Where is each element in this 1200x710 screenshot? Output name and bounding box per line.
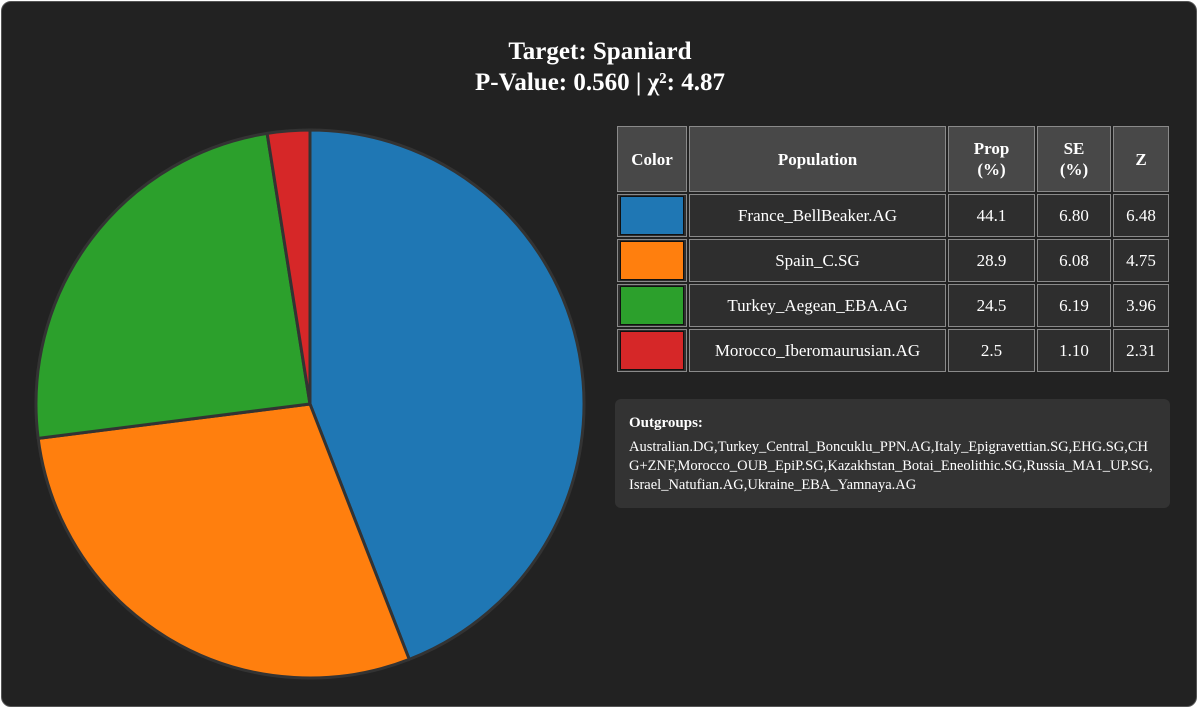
outgroups-list: Australian.DG,Turkey_Central_Boncuklu_PP… <box>629 439 1153 493</box>
header-population: Population <box>689 126 946 192</box>
header-color: Color <box>617 126 687 192</box>
table-row: Morocco_Iberomaurusian.AG 2.5 1.10 2.31 <box>617 329 1169 372</box>
population-cell: Morocco_Iberomaurusian.AG <box>689 329 946 372</box>
z-cell: 4.75 <box>1113 239 1169 282</box>
population-cell: France_BellBeaker.AG <box>689 194 946 237</box>
header-prop-line1: Prop <box>973 139 1010 158</box>
z-cell: 6.48 <box>1113 194 1169 237</box>
color-cell <box>617 284 687 327</box>
color-cell <box>617 194 687 237</box>
header-se: SE (%) <box>1037 126 1111 192</box>
prop-cell: 28.9 <box>948 239 1035 282</box>
header-se-line2: (%) <box>1059 160 1089 179</box>
table-row: Spain_C.SG 28.9 6.08 4.75 <box>617 239 1169 282</box>
z-cell: 3.96 <box>1113 284 1169 327</box>
pie-slice-france-bellbeaker-ag <box>308 128 586 661</box>
pie-slice-morocco-iberomaurusian-ag <box>265 128 312 406</box>
header-se-line1: SE <box>1063 139 1085 158</box>
pie-slice-turkey-aegean-eba-ag <box>34 131 312 440</box>
outgroups-label: Outgroups: <box>629 415 703 431</box>
color-swatch <box>620 241 684 280</box>
color-swatch <box>620 331 684 370</box>
header-z: Z <box>1113 126 1169 192</box>
se-cell: 6.80 <box>1037 194 1111 237</box>
population-cell: Turkey_Aegean_EBA.AG <box>689 284 946 327</box>
table-row: Turkey_Aegean_EBA.AG 24.5 6.19 3.96 <box>617 284 1169 327</box>
se-cell: 1.10 <box>1037 329 1111 372</box>
legend-header-row: Color Population Prop (%) SE (%) Z <box>617 126 1169 192</box>
se-cell: 6.08 <box>1037 239 1111 282</box>
z-cell: 2.31 <box>1113 329 1169 372</box>
chart-title: Target: Spaniard <box>508 38 692 65</box>
pie-slice-spain-c-sg <box>36 402 411 680</box>
se-cell: 6.19 <box>1037 284 1111 327</box>
chart-title-block: Target: Spaniard P-Value: 0.560 | χ²: 4.… <box>2 36 1196 98</box>
prop-cell: 44.1 <box>948 194 1035 237</box>
header-prop-line2: (%) <box>977 160 1006 179</box>
legend-table: Color Population Prop (%) SE (%) Z Franc… <box>615 124 1171 374</box>
color-swatch <box>620 286 684 325</box>
color-swatch <box>620 196 684 235</box>
color-cell <box>617 239 687 282</box>
population-cell: Spain_C.SG <box>689 239 946 282</box>
color-cell <box>617 329 687 372</box>
table-row: France_BellBeaker.AG 44.1 6.80 6.48 <box>617 194 1169 237</box>
chart-subtitle: P-Value: 0.560 | χ²: 4.87 <box>475 69 725 96</box>
header-prop: Prop (%) <box>948 126 1035 192</box>
outgroups-panel: Outgroups: Australian.DG,Turkey_Central_… <box>615 399 1170 508</box>
prop-cell: 2.5 <box>948 329 1035 372</box>
pie-chart <box>34 128 586 680</box>
prop-cell: 24.5 <box>948 284 1035 327</box>
